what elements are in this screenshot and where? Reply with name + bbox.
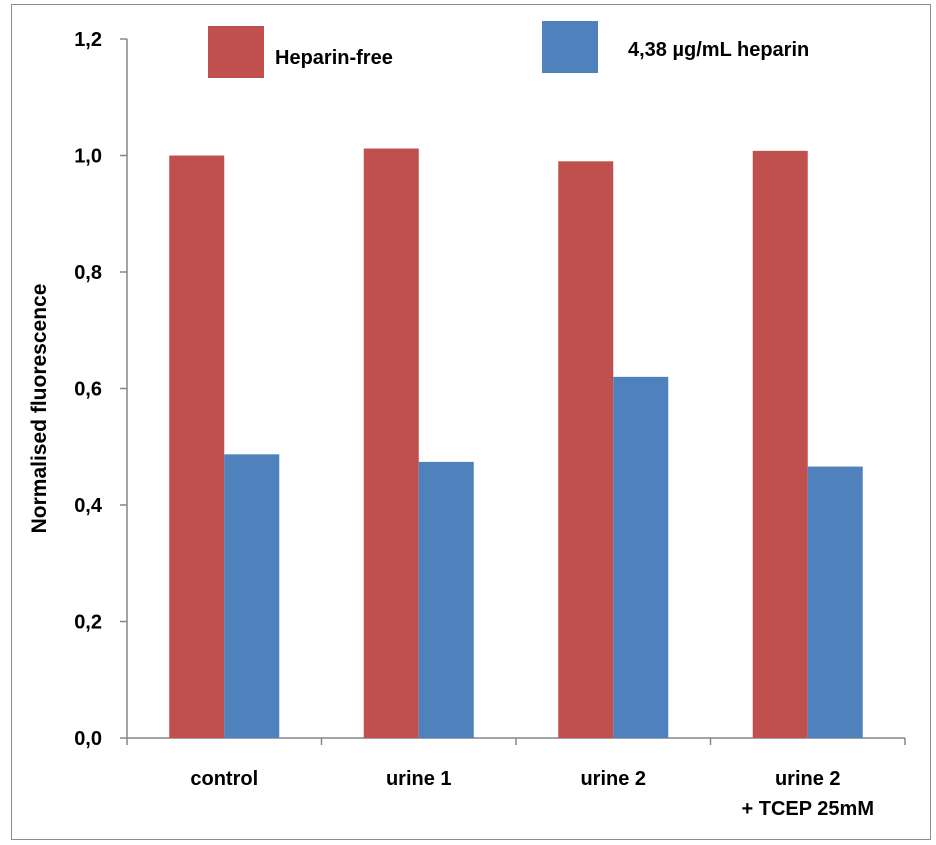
- y-tick-label: 0,8: [74, 262, 102, 284]
- category-labels: control urine 1 urine 2 urine 2 + TCEP 25mM: [190, 768, 874, 820]
- x-tick-label: urine 1: [386, 768, 452, 790]
- x-tick-label: urine 2: [775, 768, 841, 790]
- bar-heparin-4: [807, 466, 863, 738]
- y-tick-label: 1,0: [74, 146, 102, 168]
- legend-swatch: [542, 21, 598, 73]
- y-tick-label: 0,2: [74, 612, 102, 634]
- bar-heparin-free-3: [558, 161, 614, 738]
- legend-swatch: [208, 26, 264, 78]
- y-tick-label: 1,2: [74, 29, 102, 51]
- y-tick-label: 0,0: [74, 728, 102, 750]
- bars: [169, 148, 863, 739]
- x-ticks: [126, 738, 906, 745]
- x-tick-label: + TCEP 25mM: [742, 798, 874, 820]
- legend: Heparin-free 4,38 µg/mL heparin: [208, 21, 809, 78]
- bar-heparin-1: [224, 454, 280, 738]
- y-axis-title: Normalised fluorescence: [28, 284, 51, 534]
- bar-heparin-2: [418, 461, 474, 738]
- y-ticks: 0,0 0,2 0,4 0,6 0,8 1,0 1,2: [74, 29, 127, 750]
- y-tick-label: 0,6: [74, 379, 102, 401]
- bar-heparin-free-1: [169, 155, 225, 738]
- y-tick-label: 0,4: [74, 495, 103, 517]
- bar-heparin-3: [613, 376, 669, 738]
- bar-heparin-free-4: [752, 150, 808, 739]
- legend-label: Heparin-free: [275, 47, 393, 69]
- x-tick-label: urine 2: [580, 768, 646, 790]
- x-tick-label: control: [190, 768, 258, 790]
- bar-heparin-free-2: [363, 148, 419, 738]
- legend-label: 4,38 µg/mL heparin: [628, 39, 809, 61]
